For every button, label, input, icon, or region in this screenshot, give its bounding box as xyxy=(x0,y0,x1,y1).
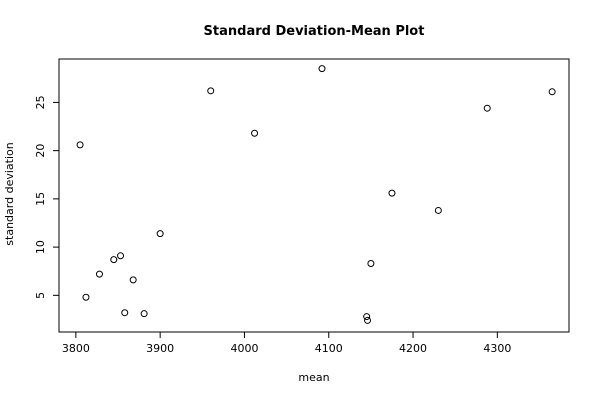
x-tick-label-4000: 4000 xyxy=(230,342,258,355)
data-point-13 xyxy=(364,316,372,324)
y-tick-label-10: 10 xyxy=(34,240,47,254)
data-point-1 xyxy=(82,293,90,301)
data-point-2 xyxy=(95,270,103,278)
y-axis: 5 10 15 20 25 xyxy=(34,95,60,299)
data-point-14 xyxy=(367,260,375,268)
data-point-0 xyxy=(76,141,84,149)
data-point-17 xyxy=(483,104,491,112)
data-point-11 xyxy=(318,65,326,73)
x-tick-label-3900: 3900 xyxy=(146,342,174,355)
x-tick-label-4100: 4100 xyxy=(315,342,343,355)
data-point-4 xyxy=(117,252,125,260)
data-point-6 xyxy=(129,276,137,284)
data-point-5 xyxy=(121,309,129,317)
x-axis-label: mean xyxy=(298,371,329,384)
y-axis-label: standard deviation xyxy=(3,142,16,245)
x-axis: 3800 3900 4000 4100 4200 4300 xyxy=(62,331,511,355)
data-point-12 xyxy=(363,313,371,321)
x-tick-label-4200: 4200 xyxy=(399,342,427,355)
y-tick-label-20: 20 xyxy=(34,144,47,158)
data-point-8 xyxy=(156,230,164,238)
y-tick-label-25: 25 xyxy=(34,95,47,109)
data-point-18 xyxy=(548,88,556,96)
data-point-16 xyxy=(434,206,442,214)
data-points xyxy=(76,65,556,324)
y-tick-label-5: 5 xyxy=(34,292,47,299)
x-tick-label-3800: 3800 xyxy=(62,342,90,355)
data-point-7 xyxy=(140,310,148,318)
y-tick-label-15: 15 xyxy=(34,192,47,206)
chart-title: Standard Deviation-Mean Plot xyxy=(204,24,425,39)
data-point-9 xyxy=(207,87,215,95)
data-point-3 xyxy=(110,256,118,264)
data-point-15 xyxy=(388,189,396,197)
x-tick-label-4300: 4300 xyxy=(483,342,511,355)
data-point-10 xyxy=(251,129,259,137)
